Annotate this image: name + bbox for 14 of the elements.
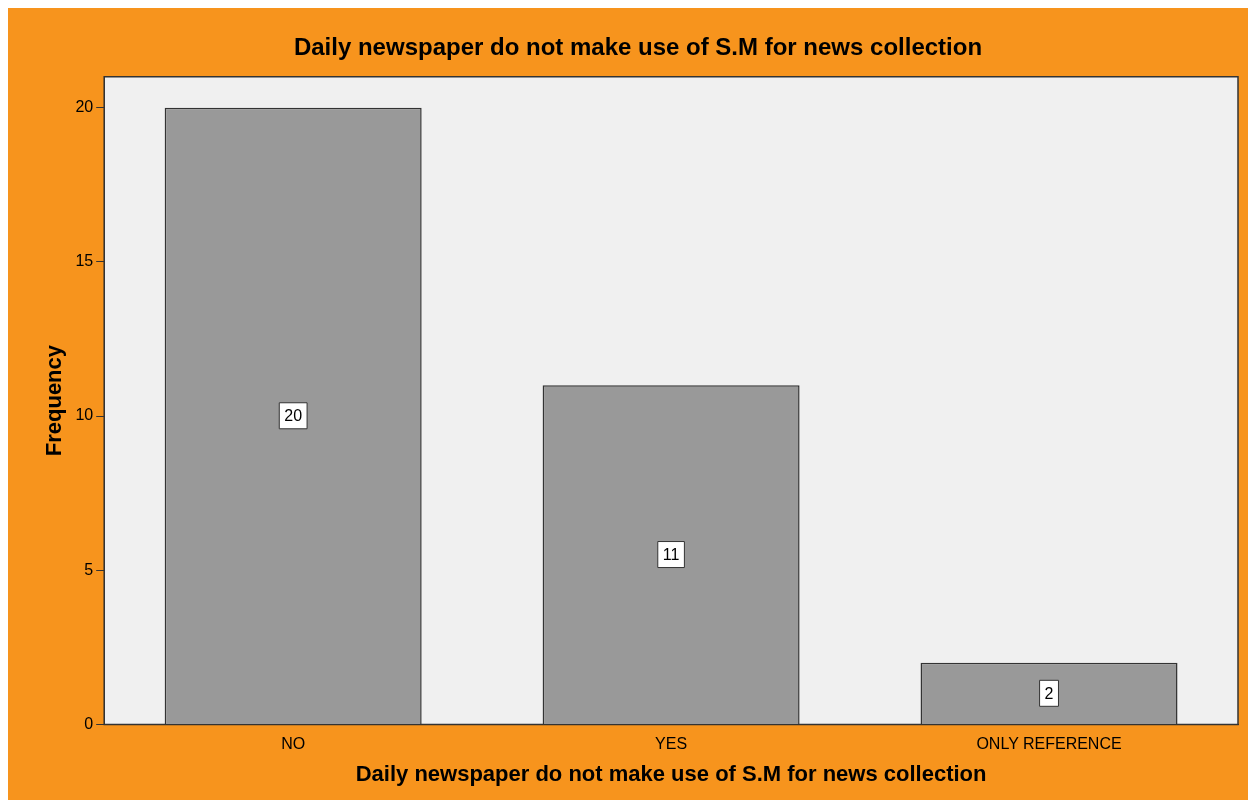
y-tick-label: 5	[84, 560, 94, 578]
y-tick-label: 10	[75, 406, 94, 424]
y-tick-label: 20	[75, 98, 94, 116]
y-axis-title: Frequency	[41, 344, 67, 457]
data-label: 20	[284, 407, 303, 425]
x-axis-title: Daily newspaper do not make use of S.M for news collection	[355, 760, 987, 786]
data-label: 11	[662, 545, 680, 563]
x-tick-label: NO	[281, 735, 306, 753]
chart-title: Daily newspaper do not make use of S.M for news collection	[293, 33, 983, 61]
x-tick-label: ONLY REFERENCE	[976, 735, 1122, 753]
x-tick-label: YES	[655, 735, 688, 753]
data-label: 2	[1044, 684, 1054, 702]
y-tick-label: 0	[84, 714, 94, 732]
y-tick-label: 15	[75, 252, 94, 270]
